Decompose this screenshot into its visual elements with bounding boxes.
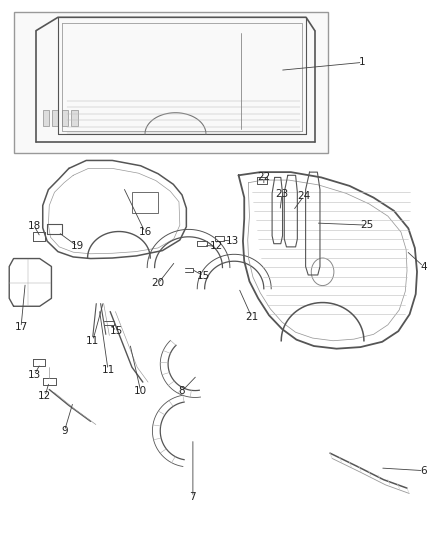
Text: 13: 13	[28, 370, 41, 380]
Text: 23: 23	[276, 189, 289, 199]
Text: 19: 19	[71, 241, 84, 252]
Bar	[52, 110, 58, 126]
Bar	[62, 110, 68, 126]
Text: 18: 18	[28, 221, 41, 231]
Text: 16: 16	[138, 227, 152, 237]
Text: 4: 4	[420, 262, 427, 271]
Text: 24: 24	[297, 191, 311, 201]
Text: 11: 11	[86, 336, 99, 346]
Bar	[71, 110, 78, 126]
Text: 11: 11	[101, 365, 115, 375]
Text: 7: 7	[190, 492, 196, 502]
Text: 1: 1	[359, 58, 366, 67]
Text: 12: 12	[38, 391, 52, 401]
Text: 10: 10	[134, 386, 147, 396]
Text: 8: 8	[179, 386, 185, 396]
Text: 20: 20	[152, 278, 165, 288]
Bar	[43, 110, 49, 126]
Text: 13: 13	[226, 236, 239, 246]
Text: 17: 17	[14, 322, 28, 333]
FancyBboxPatch shape	[14, 12, 328, 152]
Bar	[132, 192, 158, 214]
Text: 6: 6	[420, 466, 427, 475]
Text: 22: 22	[257, 172, 270, 182]
Text: 15: 15	[110, 326, 124, 336]
Text: 12: 12	[210, 241, 223, 252]
Text: 15: 15	[197, 271, 210, 281]
Text: 9: 9	[61, 426, 68, 436]
Text: 25: 25	[360, 220, 374, 230]
Text: 21: 21	[245, 312, 258, 322]
